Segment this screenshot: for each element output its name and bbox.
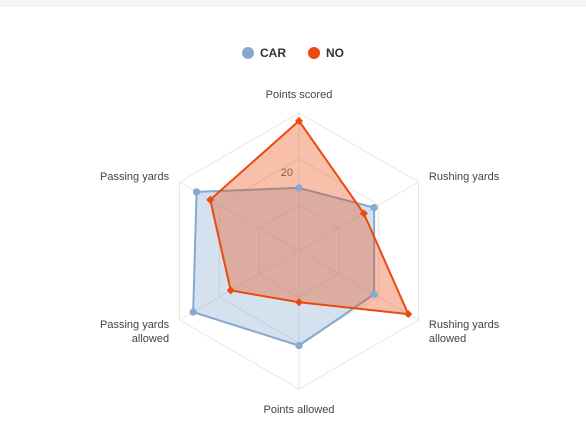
legend-item-car[interactable]: CAR [242, 46, 286, 60]
legend-marker-car [242, 47, 254, 59]
data-point-car[interactable] [295, 184, 303, 192]
axis-label-rushing-yards: Rushing yards [429, 171, 500, 183]
data-point-no[interactable] [404, 310, 413, 319]
axis-label-points-scored: Points scored [266, 89, 333, 101]
data-point-no[interactable] [295, 298, 303, 307]
data-point-no[interactable] [226, 286, 235, 295]
axis-label-passing-yards-allowed: Passing yards allowed [100, 319, 170, 345]
data-point-car[interactable] [370, 204, 378, 212]
grid-spoke [298, 181, 419, 252]
data-point-car[interactable] [192, 188, 201, 196]
data-point-car[interactable] [370, 290, 378, 298]
data-point-car[interactable] [189, 308, 197, 316]
legend-label-no: NO [326, 46, 344, 60]
top-strip [0, 0, 586, 7]
radial-tick-label: 20 [281, 167, 293, 179]
legend-label-car: CAR [260, 46, 286, 60]
grid-spoke [298, 250, 419, 321]
axis-label-points-allowed: Points allowed [264, 404, 335, 416]
chart-legend: CAR NO [0, 46, 586, 60]
legend-marker-no [308, 47, 320, 59]
legend-item-no[interactable]: NO [308, 46, 344, 60]
data-point-no[interactable] [206, 195, 215, 204]
grid-spoke [179, 250, 300, 321]
radar-series [189, 116, 413, 350]
radar-axis-labels: Points scored Rushing yards Rushing yards a… [100, 89, 500, 416]
data-point-no[interactable] [359, 209, 368, 218]
data-point-no[interactable] [295, 116, 303, 125]
axis-label-passing-yards: Passing yards [100, 171, 170, 183]
data-point-car[interactable] [295, 342, 303, 350]
axis-label-rushing-yards-allowed: Rushing yards allowed [429, 319, 500, 345]
